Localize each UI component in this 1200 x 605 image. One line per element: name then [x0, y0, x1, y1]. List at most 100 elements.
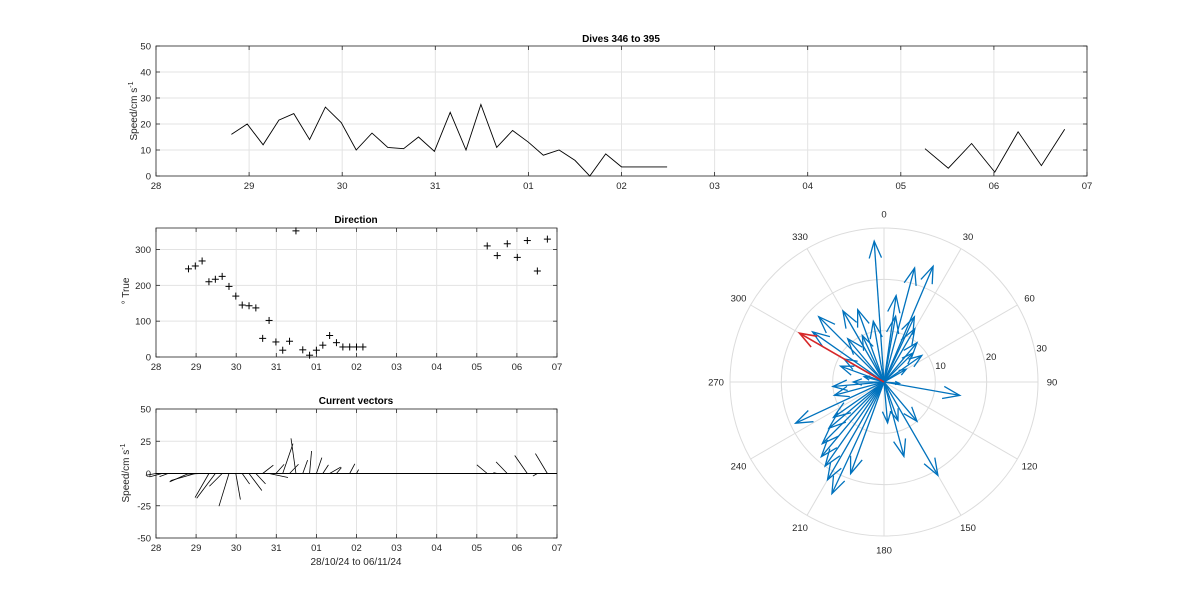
direction-point [483, 242, 491, 250]
compass-arrow-head [824, 448, 841, 468]
direction-ytick-label: 100 [135, 317, 151, 328]
compass-arrow [846, 337, 885, 383]
compass-arrow-head [886, 314, 900, 335]
compass-theta-label: 270 [708, 378, 724, 389]
vector-stick [145, 473, 157, 476]
vector-stick [218, 473, 230, 507]
vector-stick [493, 472, 498, 474]
direction-ytick-label: 300 [135, 245, 151, 256]
compass-arrow-head [831, 402, 852, 419]
direction-point [346, 343, 354, 351]
compass-arrow [881, 381, 892, 425]
direction-point [503, 240, 511, 248]
compass-arrow [851, 378, 884, 386]
direction-panel: Direction ° True 28 29 30 31 01 02 03 04 05 06 07 0… [121, 215, 562, 373]
compass-arrow-head [901, 315, 916, 335]
compass-arrow-shaft [883, 352, 914, 383]
speed-series-line [231, 103, 668, 177]
direction-xtick-label: 05 [472, 362, 483, 373]
compass-arrow-head [881, 410, 892, 425]
compass-arrow-head [861, 333, 874, 351]
vectors-xtick-label: 29 [191, 543, 202, 554]
compass-theta-label: 120 [1022, 462, 1038, 473]
compass-arrow-head [903, 406, 919, 423]
compass-arrow [883, 314, 900, 383]
compass-arrow [793, 381, 885, 424]
direction-point [332, 339, 340, 347]
compass-arrow-shaft [820, 381, 885, 458]
direction-point [218, 272, 226, 280]
compass-mean-arrow [797, 332, 885, 383]
vectors-xlabel: 28/10/24 to 06/11/24 [310, 557, 401, 568]
compass-arrow-shaft [840, 365, 885, 383]
direction-point [533, 267, 541, 275]
compass-arrow [856, 307, 885, 383]
compass-r-label: 20 [986, 352, 997, 363]
vectors-xtick-label: 03 [391, 543, 402, 554]
direction-point [198, 257, 206, 265]
direction-point [286, 337, 294, 345]
compass-arrow-shaft [883, 267, 916, 383]
compass-theta-label: 240 [731, 462, 747, 473]
speed-xtick-label: 07 [1082, 181, 1093, 192]
compass-arrow-shaft [824, 381, 885, 467]
compass-arrow-shaft [828, 381, 885, 429]
direction-point [252, 304, 260, 312]
vectors-xtick-label: 01 [311, 543, 322, 554]
vector-stick [532, 473, 538, 477]
speed-ytick-label: 0 [146, 172, 151, 183]
compass-arrow-head [898, 368, 908, 376]
compass-arrow-head [831, 475, 846, 496]
direction-xtick-label: 04 [431, 362, 442, 373]
direction-xtick-label: 28 [151, 362, 162, 373]
vectors-ytick-label: -50 [137, 534, 151, 545]
vector-stick [316, 457, 323, 474]
compass-arrow-head [903, 266, 917, 286]
vector-stick [248, 473, 263, 491]
compass-arrow-head [856, 307, 870, 328]
compass-arrow-head [868, 239, 883, 259]
vectors-panel: Current vectors Speed/cm s-1 28/10/24 to… [120, 396, 562, 568]
speed-xtick-label: 28 [151, 181, 162, 192]
vectors-title: Current vectors [319, 396, 394, 407]
direction-point [191, 262, 199, 270]
compass-panel: 0 30 60 90 120 150 180 210 240 270 300 330 10 20 30 [708, 210, 1057, 557]
direction-point [319, 341, 327, 349]
compass-arrow-shaft [872, 321, 885, 383]
direction-xtick-label: 30 [231, 362, 242, 373]
compass-arrow-head [841, 309, 858, 329]
compass-arrow [820, 381, 885, 446]
compass-arrow-shaft [850, 381, 885, 474]
speed-xtick-label: 05 [896, 181, 907, 192]
vectors-ytick-label: 50 [140, 405, 151, 416]
vectors-xtick-label: 04 [431, 543, 442, 554]
direction-point [211, 275, 219, 283]
compass-r-label: 30 [1036, 343, 1047, 354]
compass-arrow-head [831, 379, 848, 392]
compass-arrow [827, 381, 885, 430]
compass-arrow-head [810, 330, 831, 348]
compass-theta-label: 90 [1047, 378, 1058, 389]
compass-arrow [883, 315, 916, 383]
speed-ytick-label: 50 [140, 42, 151, 53]
vector-stick [282, 443, 294, 474]
speed-xtick-label: 01 [523, 181, 534, 192]
compass-arrow [883, 264, 934, 383]
vectors-xtick-label: 06 [512, 543, 523, 554]
direction-point [339, 343, 347, 351]
compass-arrow-shaft [883, 381, 939, 476]
compass-arrow-head [941, 385, 962, 400]
compass-arrow-head [820, 427, 839, 446]
vector-stick [356, 469, 359, 474]
compass-arrow [883, 351, 915, 383]
vector-stick [241, 473, 250, 485]
compass-arrow-shaft [883, 381, 900, 384]
vector-stick [476, 464, 488, 474]
vector-stick [349, 463, 356, 474]
speed-ytick-label: 20 [140, 120, 151, 131]
speed-ytick-label: 30 [140, 94, 151, 105]
direction-title: Direction [334, 215, 377, 226]
direction-point [543, 235, 551, 243]
compass-arrow-shaft [883, 342, 918, 383]
